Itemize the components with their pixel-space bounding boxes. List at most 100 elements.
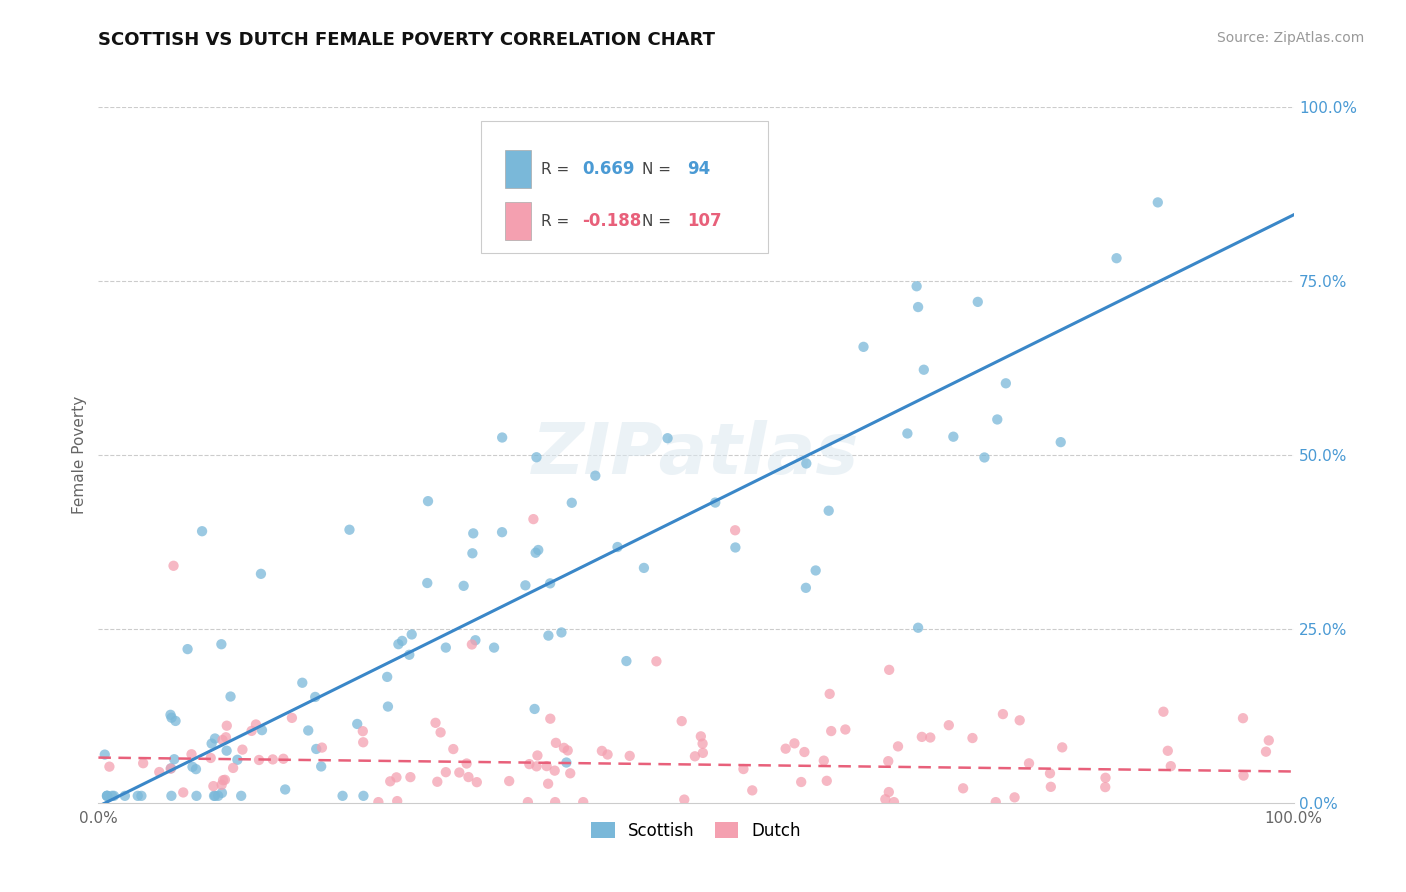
Point: [482, 640, 505, 655]
Point: [309, 759, 332, 773]
Point: [186, 789, 208, 803]
Text: 94: 94: [688, 160, 711, 178]
Point: [131, 789, 153, 803]
Point: [160, 711, 183, 725]
FancyBboxPatch shape: [505, 150, 531, 188]
Point: [165, 714, 187, 728]
Point: [1160, 759, 1182, 773]
Point: [202, 779, 225, 793]
Point: [794, 581, 817, 595]
Point: [96, 789, 118, 803]
Point: [1105, 251, 1128, 265]
Point: [202, 789, 225, 803]
Point: [367, 795, 389, 809]
Text: SCOTTISH VS DUTCH FEMALE POVERTY CORRELATION CHART: SCOTTISH VS DUTCH FEMALE POVERTY CORRELA…: [98, 31, 716, 49]
Point: [793, 745, 815, 759]
Point: [464, 633, 486, 648]
Point: [219, 690, 242, 704]
Point: [966, 294, 988, 309]
Point: [215, 744, 238, 758]
Point: [544, 795, 567, 809]
Point: [94, 747, 117, 762]
Point: [101, 789, 124, 803]
Point: [820, 724, 842, 739]
Point: [441, 742, 464, 756]
Point: [877, 663, 900, 677]
Point: [1254, 745, 1277, 759]
Point: [673, 792, 696, 806]
Point: [245, 717, 267, 731]
Point: [181, 760, 204, 774]
Point: [96, 789, 118, 803]
Point: [783, 736, 806, 750]
Point: [375, 670, 398, 684]
Point: [523, 702, 546, 716]
Point: [526, 759, 548, 773]
Point: [352, 724, 374, 739]
Point: [692, 746, 714, 760]
Point: [352, 789, 374, 803]
Point: [1157, 744, 1180, 758]
Point: [429, 725, 451, 739]
Point: [96, 789, 118, 803]
Point: [222, 761, 245, 775]
Point: [790, 775, 813, 789]
Point: [689, 730, 711, 744]
Point: [538, 576, 561, 591]
Text: ZIPatlas: ZIPatlas: [533, 420, 859, 490]
Point: [211, 733, 233, 747]
Point: [606, 540, 628, 554]
Point: [1004, 790, 1026, 805]
Point: [583, 468, 606, 483]
Point: [560, 766, 582, 780]
Text: 0.669: 0.669: [582, 160, 636, 178]
Point: [416, 576, 439, 591]
Point: [911, 730, 934, 744]
Point: [692, 737, 714, 751]
Point: [231, 789, 253, 803]
Point: [132, 756, 155, 771]
Point: [733, 762, 755, 776]
Point: [794, 457, 817, 471]
Point: [741, 783, 763, 797]
Point: [1257, 733, 1279, 747]
Point: [553, 740, 575, 755]
Point: [537, 629, 560, 643]
Point: [555, 756, 578, 770]
Point: [262, 752, 284, 766]
Point: [633, 561, 655, 575]
Point: [1146, 195, 1168, 210]
Point: [391, 634, 413, 648]
Point: [907, 621, 929, 635]
Point: [991, 707, 1014, 722]
Point: [544, 736, 567, 750]
Point: [645, 654, 668, 668]
Point: [159, 762, 181, 776]
Point: [461, 638, 484, 652]
Point: [524, 546, 547, 560]
Point: [775, 741, 797, 756]
Point: [724, 523, 747, 537]
Point: [537, 777, 560, 791]
Point: [274, 782, 297, 797]
Point: [160, 789, 183, 803]
Point: [1232, 768, 1254, 782]
Point: [517, 757, 540, 772]
Text: R =: R =: [541, 213, 574, 228]
Point: [127, 789, 149, 803]
Point: [212, 773, 235, 788]
Point: [875, 792, 897, 806]
Point: [226, 753, 249, 767]
Point: [1018, 756, 1040, 771]
Point: [162, 558, 184, 573]
Point: [281, 711, 304, 725]
Point: [211, 778, 233, 792]
Point: [201, 737, 224, 751]
Point: [557, 743, 579, 757]
Point: [380, 774, 402, 789]
FancyBboxPatch shape: [481, 121, 768, 253]
Point: [498, 774, 520, 789]
Point: [387, 637, 409, 651]
Point: [491, 525, 513, 540]
Point: [818, 687, 841, 701]
